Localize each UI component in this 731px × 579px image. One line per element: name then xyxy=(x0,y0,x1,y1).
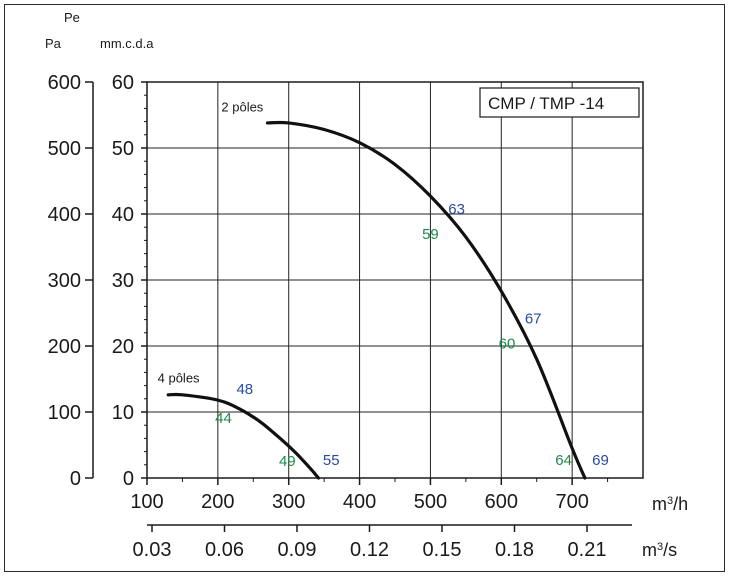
sound-level-label: 60 xyxy=(499,336,516,353)
x-tick-label: 300 xyxy=(272,491,305,513)
pa-unit-label: Pa xyxy=(45,36,62,51)
curve-2-poles xyxy=(265,120,587,480)
pa-tick-label: 100 xyxy=(48,402,81,424)
mm-tick-label: 30 xyxy=(112,270,134,292)
sound-level-label: 55 xyxy=(323,452,340,469)
pa-tick-label: 600 xyxy=(48,72,81,94)
pa-tick-label: 400 xyxy=(48,204,81,226)
x-tick-label: 200 xyxy=(201,491,234,513)
x-tick-label: 600 xyxy=(485,491,518,513)
pa-tick-label: 300 xyxy=(48,270,81,292)
model-legend-box xyxy=(479,87,640,118)
mm-tick-label: 40 xyxy=(112,204,134,226)
series-label-4-poles: 4 pôles xyxy=(158,370,200,385)
mm-tick-label: 60 xyxy=(112,72,134,94)
mm-unit-label: mm.c.d.a xyxy=(100,36,154,51)
curve-4-poles xyxy=(166,392,321,480)
pa-tick-label: 500 xyxy=(48,138,81,160)
x-tick-label: 500 xyxy=(414,491,447,513)
pa-tick-label: 0 xyxy=(70,468,81,490)
sound-level-label: 69 xyxy=(592,452,609,469)
x-unit-label: m3/h xyxy=(652,494,688,514)
x2-tick-label: 0.18 xyxy=(495,539,534,561)
sound-level-label: 63 xyxy=(448,201,465,218)
sound-level-label: 59 xyxy=(422,226,439,243)
sound-level-label: 49 xyxy=(279,453,296,470)
mm-tick-label: 20 xyxy=(112,336,134,358)
mm-tick-label: 50 xyxy=(112,138,134,160)
mm-tick-label: 0 xyxy=(123,468,134,490)
sound-level-label: 44 xyxy=(215,410,232,427)
x-tick-label: 100 xyxy=(130,491,163,513)
mm-tick-label: 10 xyxy=(112,402,134,424)
sound-level-label: 64 xyxy=(555,452,572,469)
series-label-2-poles: 2 pôles xyxy=(221,100,263,115)
model-legend-text: CMP / TMP -14 xyxy=(488,94,604,113)
x2-tick-label: 0.09 xyxy=(278,539,317,561)
pa-tick-label: 200 xyxy=(48,336,81,358)
x2-tick-label: 0.12 xyxy=(350,539,389,561)
sound-level-label: 48 xyxy=(236,381,253,398)
x2-tick-label: 0.06 xyxy=(205,539,244,561)
sound-level-label: 67 xyxy=(525,311,542,328)
x2-tick-label: 0.15 xyxy=(423,539,462,561)
pe-label: Pe xyxy=(64,10,80,25)
x2-tick-label: 0.21 xyxy=(568,539,607,561)
x2-unit-label: m3/s xyxy=(642,540,677,560)
x-tick-label: 400 xyxy=(343,491,376,513)
x-tick-label: 700 xyxy=(555,491,588,513)
x2-tick-label: 0.03 xyxy=(133,539,172,561)
